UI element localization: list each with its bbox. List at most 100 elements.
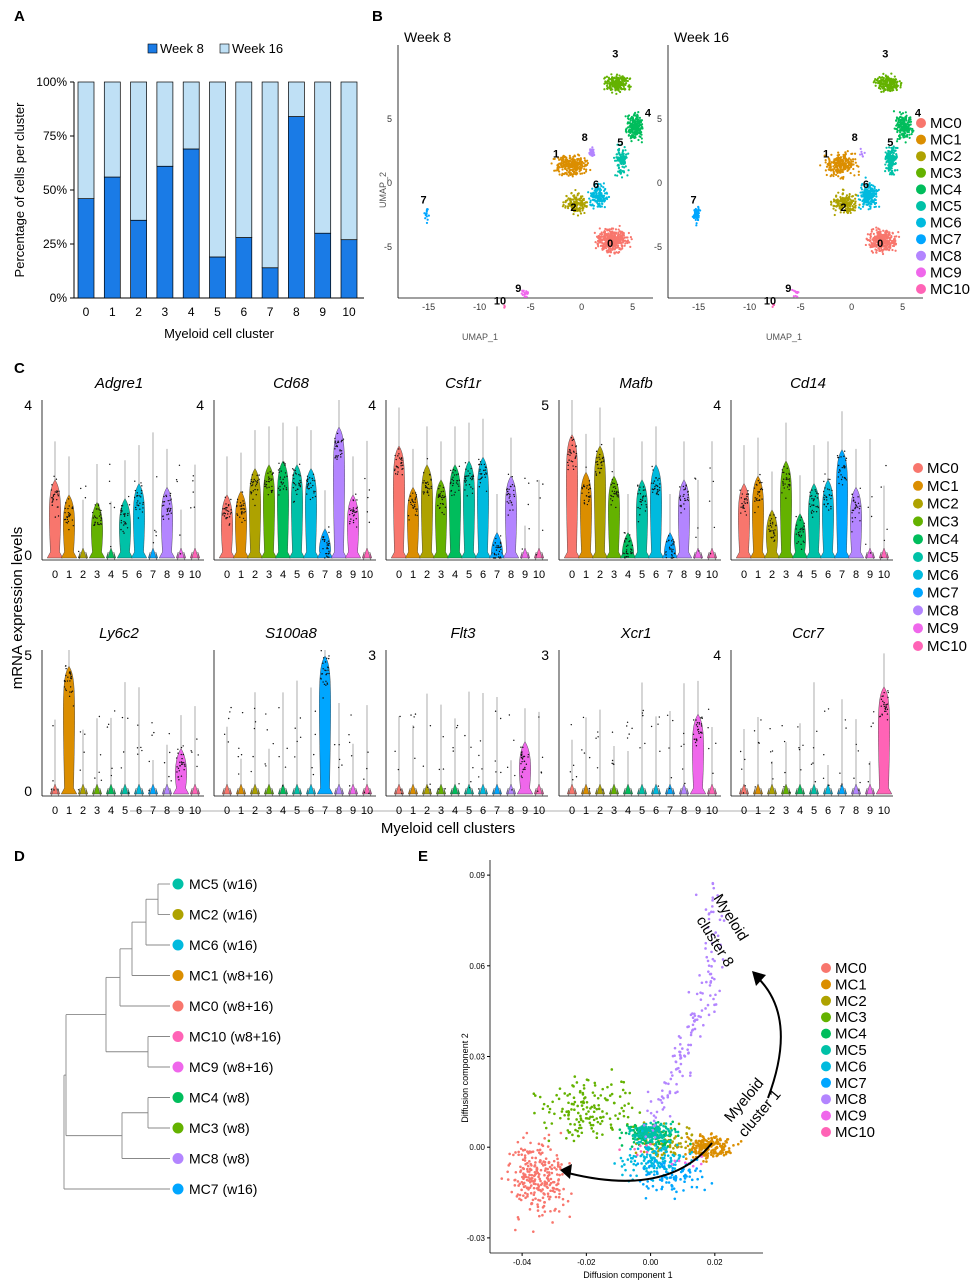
violin-point — [177, 752, 179, 754]
violin-point — [679, 495, 682, 497]
umap-point — [865, 186, 868, 189]
violin-point — [266, 729, 268, 731]
umap-point — [614, 174, 617, 177]
violin-point — [53, 475, 55, 477]
umap-point — [623, 87, 626, 90]
violin-point — [398, 448, 400, 450]
violin-point — [430, 487, 432, 489]
violin-point — [67, 676, 69, 678]
violin-point — [350, 714, 352, 716]
umap-point — [851, 195, 855, 198]
violin-point — [575, 445, 577, 448]
violin-point — [340, 456, 342, 458]
violin-point — [672, 538, 674, 541]
umap-point — [874, 235, 877, 239]
umap-point — [828, 158, 831, 161]
umap-point — [839, 170, 842, 173]
violin-point — [64, 680, 66, 683]
umap-point — [885, 75, 889, 79]
violin-point — [610, 495, 613, 497]
violin-point — [773, 514, 775, 516]
violin-point — [512, 509, 514, 511]
violin-point — [867, 506, 869, 509]
umap-point — [615, 75, 618, 78]
umap-point — [902, 134, 906, 137]
c-ymin: 0 — [24, 783, 32, 799]
umap-point — [569, 173, 572, 176]
violin-point — [180, 746, 183, 749]
violin-point — [670, 540, 673, 542]
violin-point — [415, 494, 418, 496]
violin-point — [413, 716, 415, 718]
umap-point — [591, 187, 594, 190]
violin-point — [542, 483, 544, 485]
violin-point — [598, 471, 601, 474]
violin-point — [507, 473, 510, 476]
umap-point — [556, 168, 560, 171]
violin-point — [480, 473, 482, 475]
umap-point — [564, 167, 567, 171]
umap-point — [593, 189, 596, 192]
umap-point — [899, 86, 902, 89]
umap-point — [881, 87, 885, 90]
umap-point — [884, 151, 887, 154]
violin-point — [84, 497, 87, 499]
violin-point — [453, 474, 456, 476]
violin-point — [808, 503, 811, 505]
umap-point — [829, 166, 832, 169]
umap-point — [835, 162, 838, 166]
violin-point — [499, 541, 502, 544]
violin-point — [617, 494, 619, 496]
umap-point — [893, 162, 897, 166]
violin-point — [683, 508, 686, 510]
violin-point — [694, 477, 696, 479]
umap-point — [882, 89, 886, 92]
panel-label-c: C — [14, 360, 25, 377]
violin-point — [788, 473, 791, 476]
umap-point — [606, 79, 610, 82]
violin-point — [785, 473, 788, 475]
violin-point — [241, 504, 243, 506]
umap-point — [874, 248, 877, 251]
umap-point — [557, 156, 560, 159]
umap-point — [618, 224, 621, 228]
c-x-tick: 4 — [797, 569, 803, 581]
umap-point — [838, 206, 841, 209]
umap-point — [857, 198, 860, 201]
violin-point — [170, 507, 172, 510]
violin-point — [471, 488, 474, 490]
violin-point — [120, 511, 122, 513]
umap-point — [862, 191, 866, 194]
violin-point — [394, 750, 396, 753]
umap-point — [887, 76, 890, 80]
violin-point — [595, 473, 597, 475]
violin-point — [161, 505, 164, 507]
violin-point — [465, 480, 467, 482]
c-x-tick: 8 — [508, 569, 514, 581]
umap-point — [602, 196, 605, 200]
violin-point — [759, 473, 761, 476]
umap-point — [598, 196, 601, 199]
violin-point — [335, 456, 337, 458]
umap-point — [605, 197, 609, 201]
umap-point — [796, 295, 799, 298]
violin-point — [687, 496, 689, 499]
umap-point — [875, 251, 878, 254]
violin-point — [169, 751, 171, 754]
umap-point — [617, 78, 620, 81]
umap-point — [626, 174, 629, 177]
bar-week16 — [156, 81, 174, 167]
violin-point — [412, 507, 415, 509]
violin-point — [615, 506, 617, 509]
violin-point — [423, 480, 425, 482]
umap-point — [565, 169, 569, 172]
umap-point — [582, 206, 585, 209]
c-x-tick: 10 — [361, 805, 373, 817]
violin-point — [845, 479, 848, 481]
violin-point — [227, 510, 230, 512]
c-x-axis-label: Myeloid cell clusters — [381, 820, 515, 837]
violin-point — [183, 761, 185, 764]
umap-point — [571, 173, 575, 176]
violin-point — [354, 511, 356, 514]
umap-point — [639, 127, 642, 130]
